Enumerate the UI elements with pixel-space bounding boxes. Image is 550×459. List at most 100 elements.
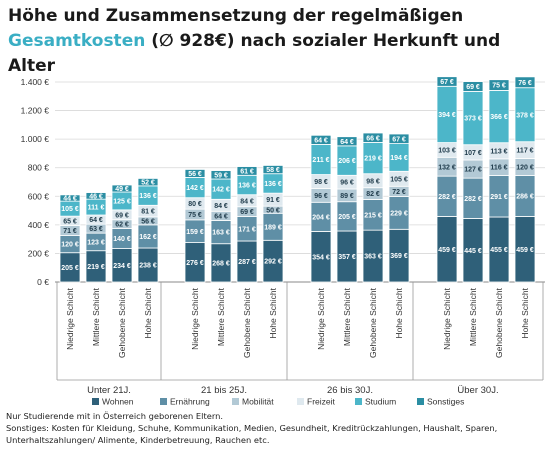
data-label: 49 €	[115, 186, 129, 193]
data-label: 238 €	[139, 263, 157, 270]
category-label: Mittlere Schicht	[342, 287, 352, 346]
category-label: Niedrige Schicht	[190, 287, 200, 350]
y-tick-label: 800 €	[28, 163, 50, 173]
chart-title: Höhe und Zusammensetzung der regelmäßige…	[8, 4, 548, 79]
category-label: Hohe Schicht	[520, 287, 530, 338]
data-label: 98 €	[314, 179, 328, 186]
data-label: 81 €	[141, 209, 155, 216]
data-label: 72 €	[392, 189, 406, 196]
data-label: 136 €	[264, 181, 282, 188]
legend-label: Sonstiges	[427, 397, 464, 407]
data-label: 205 €	[338, 214, 356, 221]
group-label: 21 bis 25J.	[201, 385, 247, 396]
data-label: 445 €	[464, 248, 482, 255]
data-label: 286 €	[516, 194, 534, 201]
bar-segment	[388, 133, 410, 144]
data-label: 52 €	[141, 180, 155, 187]
data-label: 127 €	[464, 167, 482, 174]
data-label: 69 €	[115, 212, 129, 219]
data-label: 117 €	[516, 148, 533, 155]
data-label: 219 €	[87, 264, 105, 271]
legend-swatch	[160, 398, 167, 405]
data-label: 103 €	[438, 148, 456, 155]
legend-label: Mobilität	[242, 397, 274, 407]
data-label: 46 €	[89, 193, 103, 200]
data-label: 76 €	[518, 80, 532, 87]
data-label: 59 €	[214, 172, 228, 179]
data-label: 276 €	[186, 260, 204, 267]
data-label: 234 €	[113, 263, 131, 270]
bar-segment	[336, 136, 358, 147]
category-label: Gehobene Schicht	[494, 287, 504, 358]
footnote-line-3: Unterhaltszahlungen/ Alimente, Kinderbet…	[6, 435, 270, 445]
data-label: 80 €	[188, 201, 202, 208]
data-label: 111 €	[88, 205, 105, 212]
data-label: 105 €	[61, 206, 79, 213]
data-label: 189 €	[264, 224, 282, 231]
data-label: 123 €	[87, 240, 105, 247]
data-label: 62 €	[115, 222, 129, 229]
bar-segment	[310, 134, 332, 145]
footnote-line-2: Sonstiges: Kosten für Kleidung, Schuhe, …	[6, 423, 498, 433]
footnote: Nur Studierende mit in Österreich gebore…	[6, 410, 546, 446]
data-label: 120 €	[61, 242, 79, 249]
bar-segment	[488, 79, 510, 91]
data-label: 369 €	[390, 253, 408, 260]
data-label: 84 €	[214, 203, 228, 210]
category-label: Niedrige Schicht	[442, 287, 452, 350]
legend-swatch	[92, 398, 99, 405]
category-label: Hohe Schicht	[268, 287, 278, 338]
data-label: 194 €	[390, 155, 408, 162]
bar-segment	[210, 170, 232, 180]
data-label: 116 €	[490, 165, 507, 172]
bar-segment	[85, 192, 107, 200]
data-label: 366 €	[490, 114, 508, 121]
data-label: 64 €	[89, 217, 103, 224]
data-label: 44 €	[63, 196, 77, 203]
group-label: Über 30J.	[457, 385, 498, 396]
data-label: 292 €	[264, 259, 282, 266]
data-label: 282 €	[464, 196, 482, 203]
data-label: 171 €	[238, 226, 256, 233]
data-label: 91 €	[266, 197, 280, 204]
data-label: 69 €	[240, 209, 254, 216]
category-label: Mittlere Schicht	[468, 287, 478, 346]
stacked-bar-chart: 0 € 200 € 400 € 600 € 800 € 1.000 € 1.200 € 1.4…	[21, 76, 545, 407]
data-label: 71 €	[63, 228, 77, 235]
data-label: 204 €	[312, 214, 330, 221]
data-label: 219 €	[364, 156, 382, 163]
title-rest: (∅ 928€) nach sozialer Herkunft und Alte…	[8, 31, 501, 76]
data-label: 64 €	[314, 137, 328, 144]
data-label: 64 €	[214, 213, 228, 220]
data-label: 373 €	[464, 116, 482, 123]
group-label: 26 bis 30J.	[327, 385, 373, 396]
category-label: Gehobene Schicht	[368, 287, 378, 358]
data-label: 163 €	[212, 230, 230, 237]
data-label: 125 €	[113, 199, 131, 206]
data-label: 455 €	[490, 247, 508, 254]
legend-label: Ernährung	[170, 397, 210, 407]
category-label: Hohe Schicht	[394, 287, 404, 338]
data-label: 282 €	[438, 194, 456, 201]
y-tick-label: 600 €	[28, 191, 50, 201]
bar-segment	[362, 132, 384, 143]
data-label: 56 €	[188, 171, 202, 178]
data-label: 229 €	[390, 211, 408, 218]
footnote-line-1: Nur Studierende mit in Österreich gebore…	[6, 411, 223, 421]
data-label: 105 €	[390, 176, 408, 183]
legend-label: Freizeit	[307, 397, 336, 407]
data-label: 459 €	[438, 247, 456, 254]
y-tick-label: 400 €	[28, 220, 50, 230]
data-label: 96 €	[314, 193, 328, 200]
bar-segment	[436, 76, 458, 87]
bar-segment	[236, 166, 258, 176]
legend-swatch	[232, 398, 239, 405]
y-tick-label: 1.000 €	[21, 134, 50, 144]
data-label: 120 €	[516, 165, 534, 172]
data-label: 363 €	[364, 254, 382, 261]
data-label: 61 €	[240, 169, 254, 176]
legend-swatch	[417, 398, 424, 405]
data-label: 459 €	[516, 247, 534, 254]
category-label: Gehobene Schicht	[117, 287, 127, 358]
data-label: 140 €	[113, 236, 131, 243]
